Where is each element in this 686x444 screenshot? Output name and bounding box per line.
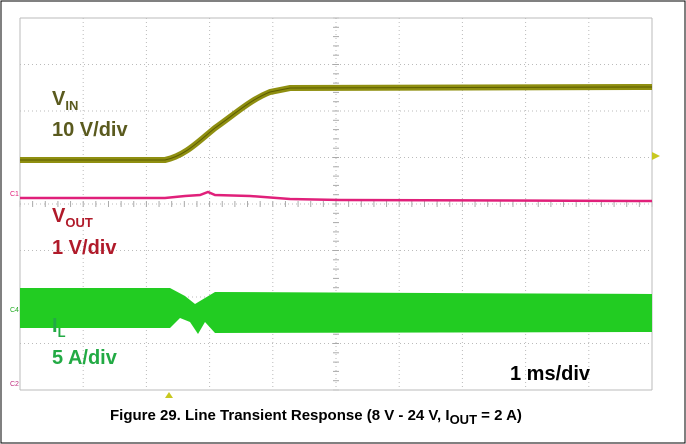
trigger-position xyxy=(165,392,173,398)
vout-trace xyxy=(20,190,653,203)
trigger-level xyxy=(652,152,660,160)
il-scale: 5 A/div xyxy=(52,347,118,369)
il-label: IL xyxy=(52,315,66,340)
channel-marker: C1 xyxy=(10,191,19,198)
vout-label: VOUT xyxy=(52,205,93,230)
vin-label: VIN xyxy=(52,88,78,113)
channel-marker: C4 xyxy=(10,307,19,314)
il-trace xyxy=(20,288,652,334)
channel-marker: C2 xyxy=(10,381,19,388)
vout-scale: 1 V/div xyxy=(52,237,117,259)
caption: Figure 29. Line Transient Response (8 V … xyxy=(110,407,522,427)
vin-scale: 10 V/div xyxy=(52,119,128,141)
vin-trace-core xyxy=(20,86,653,161)
timebase: 1 ms/div xyxy=(510,363,591,385)
